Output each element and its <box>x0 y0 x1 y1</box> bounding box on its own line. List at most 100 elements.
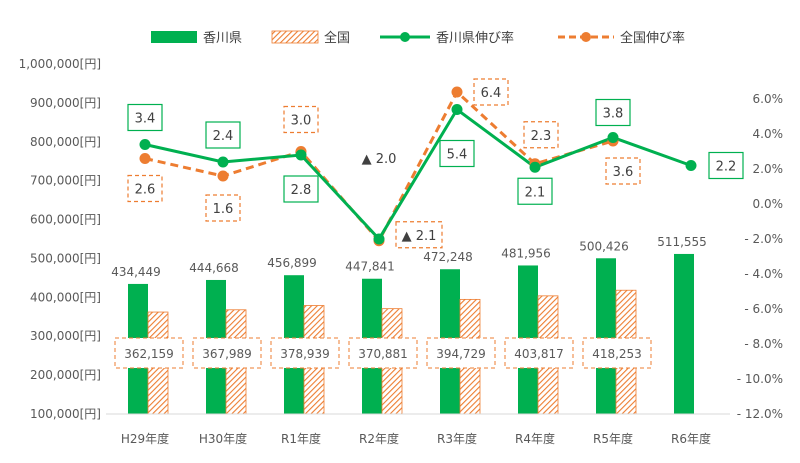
point-kagawa-rate <box>295 149 307 161</box>
legend-item-kagawa-rate: 香川県伸び率 <box>380 30 514 46</box>
y-left-tick-label: 700,000[円] <box>30 174 101 188</box>
legend-label-kagawa: 香川県 <box>203 31 242 46</box>
bar-national-label-box <box>270 337 340 369</box>
point-kagawa-rate <box>529 161 541 173</box>
point-kagawa-rate <box>685 160 697 171</box>
y-left-tick-label: 600,000[円] <box>30 213 101 227</box>
x-tick-label: R1年度 <box>281 431 321 446</box>
line-kagawa-rate <box>144 107 692 242</box>
rate-kagawa-label: 2.1 <box>525 185 546 200</box>
y-right-tick-label: - 12.0% <box>737 407 783 421</box>
legend-label-national: 全国 <box>324 30 350 46</box>
bar-national-label-box <box>582 337 652 369</box>
y-right-tick-label: - 4.0% <box>744 267 783 281</box>
bar-national-label: 418,253 <box>592 347 642 361</box>
bar-national-label: 394,729 <box>436 347 486 361</box>
y-right-tick-label: 6.0% <box>753 92 784 106</box>
rate-kagawa-label-box <box>127 103 163 132</box>
rate-kagawa-label-box <box>439 139 475 168</box>
rate-national-label: ▲ 2.1 <box>402 229 437 244</box>
bar-kagawa-label: 447,841 <box>345 260 395 274</box>
point-kagawa-rate <box>139 139 151 150</box>
rate-kagawa-label: 3.4 <box>135 112 156 127</box>
y-left-tick-label: 200,000[円] <box>30 368 101 382</box>
y-left-tick-label: 100,000[円] <box>30 407 101 421</box>
bar-national-label-box <box>348 337 418 369</box>
y-right-tick-label: 0.0% <box>753 197 784 211</box>
x-tick-label: R3年度 <box>437 431 477 446</box>
y-right-tick-label: - 6.0% <box>744 302 783 316</box>
x-tick-label: H29年度 <box>121 431 169 446</box>
rate-kagawa-label: 2.8 <box>291 183 312 198</box>
rate-national-label-box <box>473 78 509 106</box>
y-left-tick-label: 300,000[円] <box>30 329 101 343</box>
x-tick-label: H30年度 <box>199 431 247 446</box>
point-kagawa-rate <box>373 233 385 245</box>
rate-kagawa-label-box <box>517 177 553 205</box>
rate-national-label: 1.6 <box>213 202 234 217</box>
y-right-tick-label: - 10.0% <box>737 372 783 386</box>
rate-national-label: 2.6 <box>135 183 156 198</box>
rate-national-label: 2.3 <box>531 129 552 144</box>
rate-national-label-box <box>395 221 443 249</box>
legend-item-kagawa: 香川県 <box>151 31 242 46</box>
legend-item-national: 全国 <box>271 30 350 46</box>
rate-labels: 3.4 2.4 2.8 ▲ 2.0 5.4 2.1 3.8 2.2 2.6 1.6 3.0 ▲ 2.1… <box>127 78 744 249</box>
rate-kagawa-label: 2.2 <box>716 160 737 175</box>
legend-label-kagawa-rate: 香川県伸び率 <box>436 30 514 46</box>
bar-national-label-box <box>114 337 184 369</box>
rate-national-label: 3.0 <box>291 114 312 129</box>
legend: 香川県 全国 香川県伸び率 全国伸び率 <box>151 30 685 46</box>
point-kagawa-rate <box>607 132 619 143</box>
rate-kagawa-label-box <box>283 175 319 203</box>
bar-national-label-box <box>192 337 262 369</box>
rate-kagawa-label: 5.4 <box>447 148 468 163</box>
bar-national-label: 367,989 <box>202 347 252 361</box>
bar-national-label-box <box>504 337 574 369</box>
rate-kagawa-label: ▲ 2.0 <box>362 152 397 167</box>
bars <box>128 253 694 415</box>
point-national-rate <box>139 153 151 164</box>
rate-national-label-box <box>127 174 163 203</box>
rate-kagawa-label-box <box>595 98 631 127</box>
bar-kagawa <box>596 258 616 414</box>
rate-national-label-box <box>283 105 319 134</box>
point-national-rate <box>451 86 463 98</box>
bar-national-label: 362,159 <box>124 347 174 361</box>
rate-national-label: 3.6 <box>613 165 634 180</box>
bar-kagawa-label: 456,899 <box>267 256 317 270</box>
y-axis-left: 1,000,000[円] 900,000[円] 800,000[円] 700,000[… <box>19 57 101 421</box>
y-left-tick-label: 900,000[円] <box>30 96 101 110</box>
bar-kagawa-label: 481,956 <box>501 246 551 260</box>
rate-national-label-box <box>605 157 641 185</box>
legend-marker-kagawa-rate <box>400 32 410 42</box>
rate-kagawa-label-box <box>708 151 744 180</box>
bar-kagawa <box>674 253 694 414</box>
point-kagawa-rate <box>217 156 229 168</box>
bar-national-label: 403,817 <box>514 347 564 361</box>
y-axis-right: 6.0% 4.0% 2.0% 0.0% - 2.0% - 4.0% - 6.0% - 8.0%… <box>737 92 783 421</box>
legend-marker-national-rate <box>581 32 591 42</box>
rate-national-label: 6.4 <box>481 86 502 101</box>
bar-labels: 434,449 362,159 444,668 367,989 456,899 378,9… <box>111 235 707 369</box>
bar-kagawa-label: 500,426 <box>579 239 629 253</box>
y-right-tick-label: 2.0% <box>753 162 784 176</box>
point-national-rate <box>217 170 229 182</box>
y-right-tick-label: - 8.0% <box>744 337 783 351</box>
legend-item-national-rate: 全国伸び率 <box>558 30 685 46</box>
x-tick-label: R6年度 <box>671 431 711 446</box>
y-left-tick-label: 1,000,000[円] <box>19 57 101 71</box>
rate-kagawa-label: 2.4 <box>213 129 234 144</box>
bar-kagawa-label: 434,449 <box>111 265 161 279</box>
legend-swatch-kagawa <box>151 31 197 43</box>
point-kagawa-rate <box>451 104 463 115</box>
y-left-tick-label: 500,000[円] <box>30 251 101 265</box>
bar-national-label: 370,881 <box>358 347 408 361</box>
rate-national-label-box <box>205 194 241 222</box>
x-tick-label: R2年度 <box>359 431 399 446</box>
legend-label-national-rate: 全国伸び率 <box>620 30 685 46</box>
bar-kagawa-label: 511,555 <box>657 235 707 249</box>
y-left-tick-label: 400,000[円] <box>30 290 101 304</box>
legend-swatch-national <box>271 30 319 44</box>
